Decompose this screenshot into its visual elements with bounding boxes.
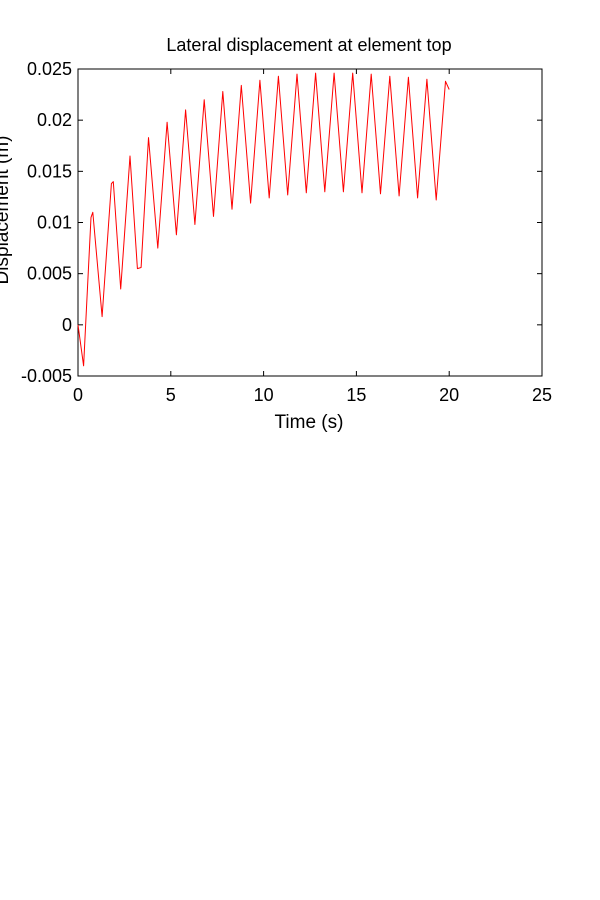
y-tick-label: -0.005 [21, 366, 72, 386]
x-tick-label: 5 [166, 385, 176, 405]
x-tick-label: 15 [346, 385, 366, 405]
y-tick-label: 0.005 [27, 264, 72, 284]
x-tick-label: 10 [254, 385, 274, 405]
axis-ticks [77, 68, 543, 377]
x-tick-label: 0 [73, 385, 83, 405]
y-axis-label: Displacement (m) [0, 136, 13, 285]
y-tick-label: 0.02 [37, 110, 72, 130]
y-tick-label: 0.01 [37, 213, 72, 233]
x-axis-label: Time (s) [275, 412, 344, 433]
x-tick-label: 25 [532, 385, 552, 405]
chart-title: Lateral displacement at element top [166, 35, 451, 55]
x-tick-label: 20 [439, 385, 459, 405]
y-tick-label: 0.015 [27, 161, 72, 181]
series-line [77, 72, 450, 367]
y-tick-label: 0.025 [27, 59, 72, 79]
series-layer [77, 72, 450, 367]
axes-box [77, 68, 543, 377]
y-tick-label: 0 [62, 315, 72, 335]
